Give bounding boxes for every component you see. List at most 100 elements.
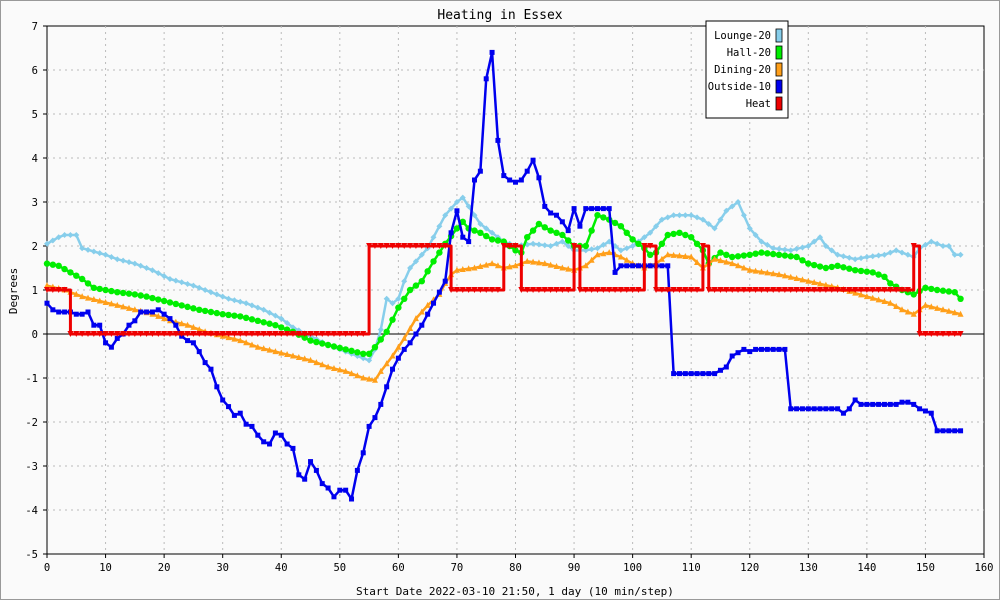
legend-swatch	[775, 79, 783, 94]
chart-title: Heating in Essex	[437, 8, 562, 23]
data-point	[184, 280, 191, 287]
y-axis-label: Degrees	[7, 268, 20, 314]
data-point	[664, 287, 671, 293]
data-point	[559, 231, 566, 239]
data-point	[869, 269, 876, 276]
data-point	[699, 243, 706, 249]
data-point	[863, 293, 870, 300]
data-point	[910, 243, 917, 249]
data-point	[571, 243, 578, 249]
data-point	[876, 401, 882, 407]
data-point	[301, 334, 308, 341]
data-point	[535, 241, 542, 248]
data-point	[582, 287, 589, 293]
data-point	[483, 225, 490, 232]
data-point	[635, 240, 642, 247]
data-point	[753, 346, 759, 352]
data-point	[951, 331, 958, 337]
data-point	[653, 287, 660, 293]
data-point	[284, 441, 290, 447]
data-point	[401, 295, 408, 302]
data-point	[893, 303, 900, 309]
data-point	[893, 247, 900, 254]
data-point	[360, 350, 367, 357]
data-point	[185, 338, 191, 344]
data-point	[214, 384, 220, 390]
y-tick-label: 2	[32, 241, 38, 253]
data-point	[73, 311, 79, 317]
data-point	[190, 323, 197, 330]
data-point	[348, 331, 355, 337]
legend-label: Outside-10	[708, 81, 771, 93]
data-point	[582, 247, 589, 254]
data-point	[301, 355, 308, 362]
x-tick-label: 30	[216, 562, 229, 574]
data-point	[207, 308, 215, 316]
data-point	[617, 223, 625, 230]
data-point	[829, 406, 835, 412]
data-point	[383, 243, 390, 249]
data-point	[676, 252, 683, 259]
data-point	[254, 343, 261, 350]
data-point	[524, 234, 531, 241]
data-point	[630, 263, 636, 269]
data-point	[330, 343, 338, 350]
data-point	[90, 331, 97, 337]
data-point	[90, 284, 98, 291]
data-point	[553, 212, 559, 218]
data-point	[307, 331, 314, 337]
data-point	[951, 251, 958, 258]
data-point	[55, 287, 62, 293]
data-point	[213, 291, 220, 298]
data-point	[260, 306, 267, 313]
data-point	[489, 287, 496, 293]
data-point	[746, 287, 753, 293]
data-point	[436, 243, 443, 249]
data-point	[817, 280, 824, 287]
x-tick-label: 50	[333, 562, 346, 574]
data-point	[342, 331, 349, 337]
y-tick-label: 3	[32, 197, 38, 209]
data-point	[764, 269, 771, 276]
data-point	[858, 287, 865, 293]
legend: Lounge-20 Hall-20 Dining-20 Outside-10 Heat	[705, 20, 789, 119]
data-point	[676, 287, 683, 293]
data-point	[424, 243, 431, 249]
data-point	[904, 308, 911, 315]
data-point	[231, 331, 238, 337]
data-point	[547, 261, 554, 268]
data-point	[541, 242, 548, 249]
data-point	[617, 253, 624, 260]
data-point	[313, 338, 320, 346]
data-point	[330, 331, 337, 337]
data-point	[559, 238, 566, 245]
data-point	[869, 294, 876, 301]
series-heat	[44, 243, 964, 337]
data-point	[295, 353, 302, 360]
data-point	[682, 231, 689, 239]
data-point	[249, 423, 255, 429]
data-point	[617, 247, 624, 254]
plot-area: 0 10 20 30 40 50 60 70 80 90 100 110 120 130 140 150 160…	[25, 21, 993, 574]
data-point	[851, 267, 859, 274]
data-point	[828, 287, 835, 293]
data-point	[172, 300, 180, 308]
data-point	[671, 371, 677, 377]
data-point	[512, 243, 519, 249]
data-point	[102, 251, 109, 258]
data-point	[307, 337, 314, 344]
data-point	[155, 307, 161, 313]
data-point	[395, 243, 402, 249]
data-point	[325, 363, 332, 370]
data-point	[881, 298, 888, 305]
data-point	[776, 245, 783, 252]
data-point	[371, 243, 378, 249]
data-point	[371, 376, 378, 383]
data-point	[840, 264, 847, 271]
data-point	[360, 331, 367, 337]
data-point	[149, 331, 156, 337]
data-point	[378, 401, 384, 407]
data-point	[781, 246, 788, 253]
data-point	[483, 232, 490, 240]
data-point	[143, 331, 150, 337]
